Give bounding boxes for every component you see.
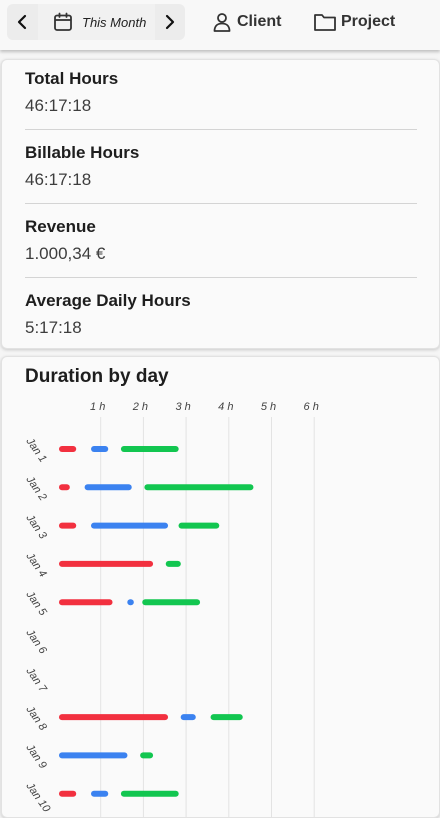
person-icon bbox=[213, 13, 231, 32]
x-tick-label: 5 h bbox=[261, 401, 276, 413]
y-tick-label: Jan 8 bbox=[23, 703, 49, 733]
x-tick-label: 4 h bbox=[218, 401, 233, 413]
y-tick-label: Jan 5 bbox=[23, 588, 49, 618]
x-tick-label: 1 h bbox=[90, 401, 105, 413]
stat-total-hours: Total Hours 46:17:18 bbox=[25, 69, 417, 116]
stat-title: Billable Hours bbox=[25, 143, 140, 162]
stat-value: 1.000,34 € bbox=[25, 244, 106, 263]
period-label: This Month bbox=[82, 14, 147, 30]
divider bbox=[25, 129, 417, 130]
stat-value: 5:17:18 bbox=[25, 318, 82, 337]
divider bbox=[25, 277, 417, 278]
stat-value: 46:17:18 bbox=[25, 170, 92, 189]
next-period-button[interactable] bbox=[155, 4, 185, 40]
stat-average-daily-hours: Average Daily Hours 5:17:18 bbox=[25, 291, 417, 338]
calendar-icon bbox=[54, 12, 72, 31]
chevron-left-icon bbox=[17, 14, 27, 30]
stat-value: 46:17:18 bbox=[25, 96, 92, 115]
duration-chart-card: Duration by day 1 h 2 h 3 h 4 h 5 h 6 h Jan 1 J… bbox=[1, 356, 440, 818]
client-filter-label: Client bbox=[237, 13, 282, 30]
stat-title: Total Hours bbox=[25, 69, 119, 88]
project-filter-label: Project bbox=[341, 13, 396, 30]
y-tick-label: Jan 6 bbox=[23, 627, 49, 657]
stat-title: Revenue bbox=[25, 217, 96, 236]
stat-revenue: Revenue 1.000,34 € bbox=[25, 217, 417, 264]
period-picker-button[interactable]: This Month bbox=[38, 4, 155, 40]
x-tick-label: 2 h bbox=[132, 401, 148, 413]
period-selector: This Month bbox=[7, 4, 185, 40]
y-tick-label: Jan 2 bbox=[23, 473, 49, 503]
y-tick-label: Jan 4 bbox=[23, 550, 49, 580]
folder-icon bbox=[314, 14, 336, 31]
project-filter-button[interactable]: Project bbox=[313, 10, 395, 34]
duration-by-day-chart: 1 h 2 h 3 h 4 h 5 h 6 h Jan 1 Jan 2 Jan 3 Jan 4 Ja… bbox=[23, 401, 319, 817]
divider bbox=[25, 203, 417, 204]
y-tick-label: Jan 7 bbox=[23, 665, 49, 695]
y-tick-label: Jan 1 bbox=[23, 435, 49, 465]
previous-period-button[interactable] bbox=[7, 4, 37, 40]
top-filter-bar: This Month Client Project bbox=[0, 0, 440, 50]
x-tick-label: 6 h bbox=[304, 401, 319, 413]
client-filter-button[interactable]: Client bbox=[211, 10, 281, 34]
y-tick-label: Jan 9 bbox=[23, 741, 49, 771]
chevron-right-icon bbox=[165, 14, 175, 30]
stat-billable-hours: Billable Hours 46:17:18 bbox=[25, 143, 417, 190]
y-tick-label: Jan 10 bbox=[23, 780, 53, 815]
y-tick-label: Jan 3 bbox=[23, 512, 49, 542]
chart-title: Duration by day bbox=[25, 366, 169, 387]
summary-card: Total Hours 46:17:18 Billable Hours 46:1… bbox=[1, 59, 440, 349]
stat-title: Average Daily Hours bbox=[25, 291, 191, 310]
x-tick-label: 3 h bbox=[175, 401, 190, 413]
